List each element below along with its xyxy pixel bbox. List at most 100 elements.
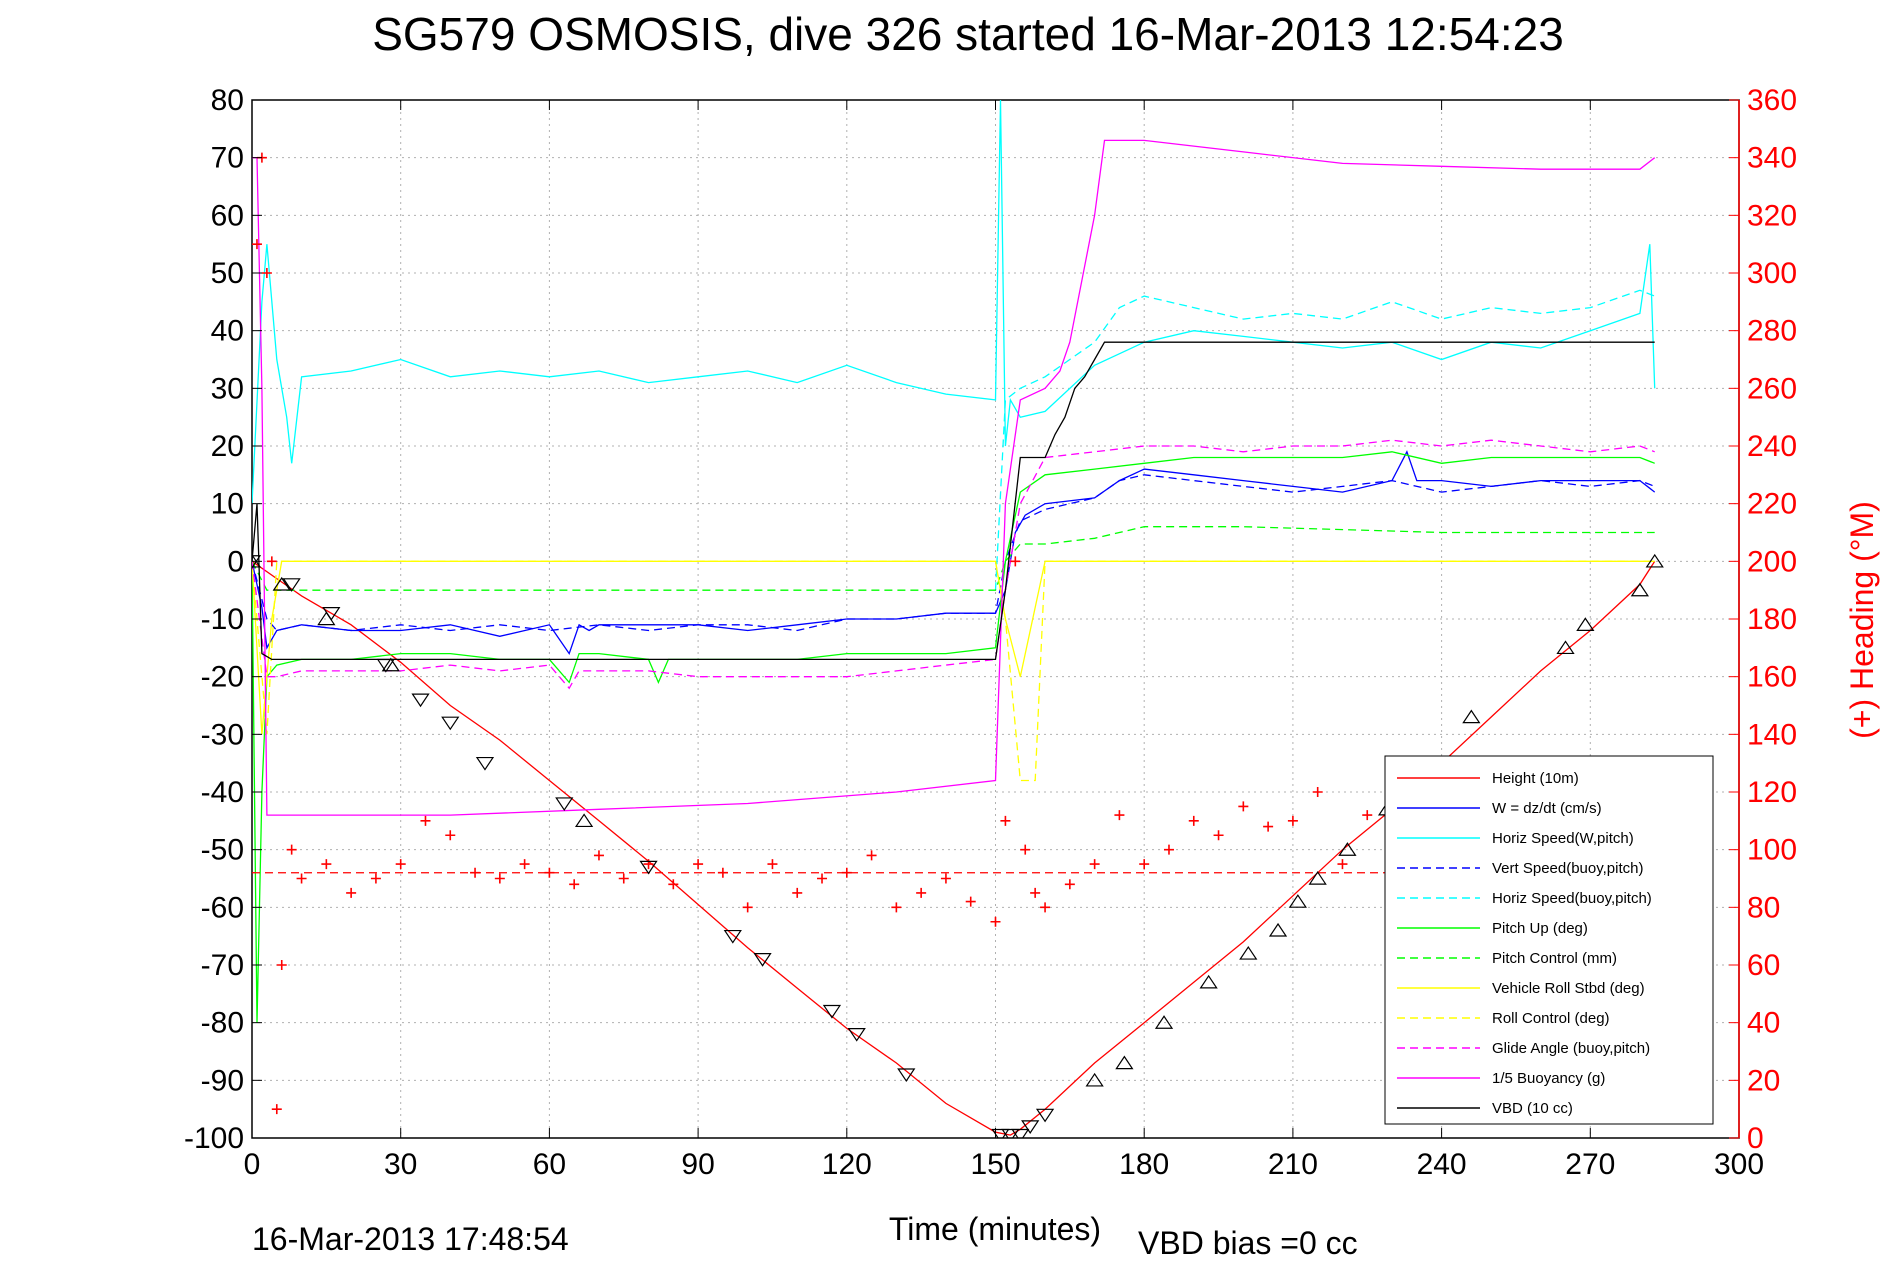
legend-label: Height (10m) xyxy=(1492,770,1579,787)
footer-vbd-bias: VBD bias =0 cc xyxy=(1138,1225,1358,1261)
y2-tick-label: 100 xyxy=(1747,834,1797,867)
y2-tick-label: 200 xyxy=(1747,545,1797,578)
heading-point xyxy=(1020,844,1031,855)
heading-point xyxy=(792,887,803,898)
y2-tick-label: 360 xyxy=(1747,84,1797,117)
y-ticks: 80 70 60 50 40 30 20 10 0 -10 -20 -30 -40 -50 -60 -70 -8… xyxy=(184,84,262,1155)
heading-point xyxy=(717,867,728,878)
y2-tick-label: 240 xyxy=(1747,430,1797,463)
heading-point xyxy=(1362,810,1373,821)
heading-point xyxy=(494,873,505,884)
y-tick-label: 0 xyxy=(227,545,244,578)
legend-label: Pitch Up (deg) xyxy=(1492,920,1588,937)
heading-point xyxy=(817,873,828,884)
y2-tick-label: 320 xyxy=(1747,199,1797,232)
series-line-7 xyxy=(252,560,1655,735)
heading-point xyxy=(286,844,297,855)
marker-up xyxy=(1630,582,1649,597)
y2-ticks: 3603403203002802602402202001801601401201… xyxy=(1729,84,1797,1155)
y-tick-label: -90 xyxy=(201,1064,244,1097)
heading-point xyxy=(252,239,262,250)
y2-tick-label: 220 xyxy=(1747,488,1797,521)
heading-point xyxy=(767,859,778,870)
heading-point xyxy=(1114,810,1125,821)
marker-up xyxy=(1085,1072,1104,1087)
x-ticks: 0 30 60 90 120 150 180 210 240 270 300 xyxy=(244,100,1764,1181)
marker-down xyxy=(639,860,658,875)
y2-tick-label: 120 xyxy=(1747,776,1797,809)
marker-down xyxy=(723,929,742,944)
heading-point xyxy=(395,859,406,870)
x-tick-label: 60 xyxy=(533,1148,566,1181)
y2-tick-label: 260 xyxy=(1747,372,1797,405)
x-tick-label: 180 xyxy=(1119,1148,1169,1181)
heading-point xyxy=(916,887,927,898)
heading-point xyxy=(569,879,580,890)
legend-label: Roll Control (deg) xyxy=(1492,1010,1610,1027)
y-tick-label: -100 xyxy=(184,1122,244,1155)
chart-title: SG579 OSMOSIS, dive 326 started 16-Mar-2… xyxy=(372,8,1564,60)
heading-point xyxy=(261,268,272,278)
marker-up xyxy=(1288,894,1307,908)
heading-point xyxy=(1030,887,1041,898)
series-line-5 xyxy=(252,451,1655,1023)
heading-point xyxy=(693,859,704,870)
marker-down xyxy=(847,1028,866,1042)
legend-box xyxy=(1384,755,1714,1125)
y-tick-label: -30 xyxy=(201,718,244,751)
heading-point xyxy=(990,916,1001,927)
heading-point xyxy=(276,960,287,970)
series-line-11 xyxy=(252,341,1655,661)
x-tick-label: 90 xyxy=(681,1148,714,1181)
y2-tick-label: 300 xyxy=(1747,257,1797,290)
marker-up xyxy=(1154,1015,1174,1029)
x-tick-label: 300 xyxy=(1714,1148,1764,1181)
marker-up xyxy=(1115,1055,1134,1070)
y-tick-label: 80 xyxy=(211,84,244,117)
legend-label: 1/5 Buoyancy (g) xyxy=(1492,1070,1605,1087)
series-line-1 xyxy=(252,450,1656,656)
series-line-4 xyxy=(994,289,1655,591)
x-tick-label: 30 xyxy=(384,1148,417,1181)
heading-point xyxy=(866,850,877,861)
x-tick-label: 270 xyxy=(1565,1148,1615,1181)
marker-down xyxy=(555,797,574,812)
marker-up xyxy=(1462,709,1481,724)
heading-point xyxy=(1213,830,1224,841)
heading-point xyxy=(618,873,629,884)
y-tick-label: 20 xyxy=(211,430,244,463)
heading-point xyxy=(668,879,679,890)
legend-label: Vehicle Roll Stbd (deg) xyxy=(1492,980,1645,997)
x-tick-label: 240 xyxy=(1417,1148,1467,1181)
heading-point xyxy=(346,887,357,898)
heading-point xyxy=(1010,556,1021,567)
y-tick-label: -10 xyxy=(201,603,244,636)
heading-point xyxy=(321,859,332,870)
y-tick-label: 30 xyxy=(211,372,244,405)
marker-up xyxy=(1239,945,1258,960)
y-tick-label: 10 xyxy=(211,488,244,521)
heading-point xyxy=(940,873,951,884)
y-tick-label: -70 xyxy=(201,949,244,982)
y2-tick-label: 140 xyxy=(1747,718,1797,751)
marker-up xyxy=(1556,640,1575,655)
legend-label: W = dz/dt (cm/s) xyxy=(1492,800,1602,817)
y2-tick-label: 60 xyxy=(1747,949,1780,982)
series-line-3 xyxy=(252,474,1655,632)
x-tick-label: 210 xyxy=(1268,1148,1318,1181)
x-tick-label: 150 xyxy=(970,1148,1020,1181)
series-line-2 xyxy=(252,100,1656,504)
x-tick-label: 120 xyxy=(822,1148,872,1181)
series-layer xyxy=(252,100,1665,1136)
heading-point xyxy=(1312,787,1323,797)
heading-point xyxy=(420,815,431,826)
y-tick-label: 40 xyxy=(211,315,244,348)
series-line-9 xyxy=(252,439,1655,690)
y2-tick-label: 40 xyxy=(1747,1007,1780,1040)
x-tick-label: 0 xyxy=(244,1148,261,1181)
marker-up xyxy=(317,611,336,626)
marker-down xyxy=(282,578,301,592)
marker-down xyxy=(1035,1108,1055,1123)
series-line-10 xyxy=(252,139,1656,816)
